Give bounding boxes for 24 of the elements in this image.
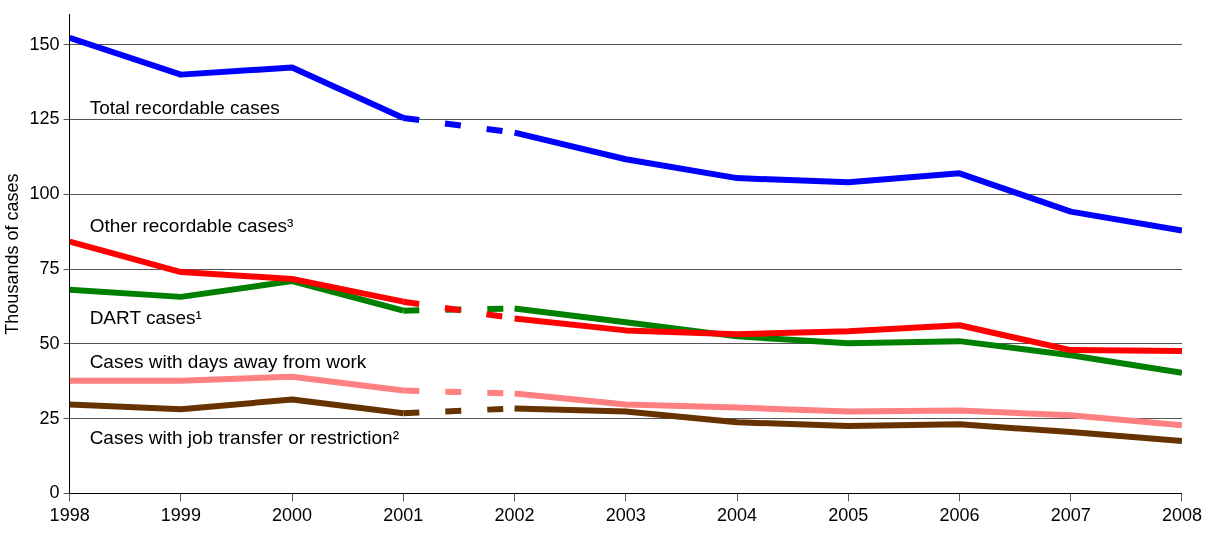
- series-label: Cases with job transfer or restriction²: [89, 426, 400, 448]
- y-tick-label: 75: [39, 258, 60, 279]
- y-tick-label: 25: [39, 407, 60, 428]
- y-tick-label: 50: [39, 332, 60, 353]
- y-tick-label: 150: [29, 33, 60, 54]
- x-tick-label: 1998: [49, 505, 90, 526]
- series-label: Total recordable cases: [89, 97, 280, 119]
- x-tick-label: 2002: [494, 505, 535, 526]
- x-tick-label: 2008: [1161, 505, 1202, 526]
- y-tick-label: 100: [29, 183, 60, 204]
- x-tick-label: 2006: [939, 505, 980, 526]
- series-label: Other recordable cases³: [89, 214, 294, 236]
- series-label: DART cases¹: [89, 306, 202, 328]
- y-axis-title: Thousands of cases: [1, 173, 22, 335]
- x-tick-label: 2005: [828, 505, 869, 526]
- y-tick-label: 0: [49, 482, 60, 503]
- x-tick-label: 2003: [605, 505, 646, 526]
- x-tick-label: 2004: [717, 505, 758, 526]
- x-tick-label: 1999: [160, 505, 201, 526]
- x-tick-label: 2000: [272, 505, 313, 526]
- x-tick-label: 2007: [1050, 505, 1091, 526]
- series-label: Cases with days away from work: [89, 350, 367, 372]
- y-tick-label: 125: [29, 108, 60, 129]
- x-tick-label: 2001: [383, 505, 424, 526]
